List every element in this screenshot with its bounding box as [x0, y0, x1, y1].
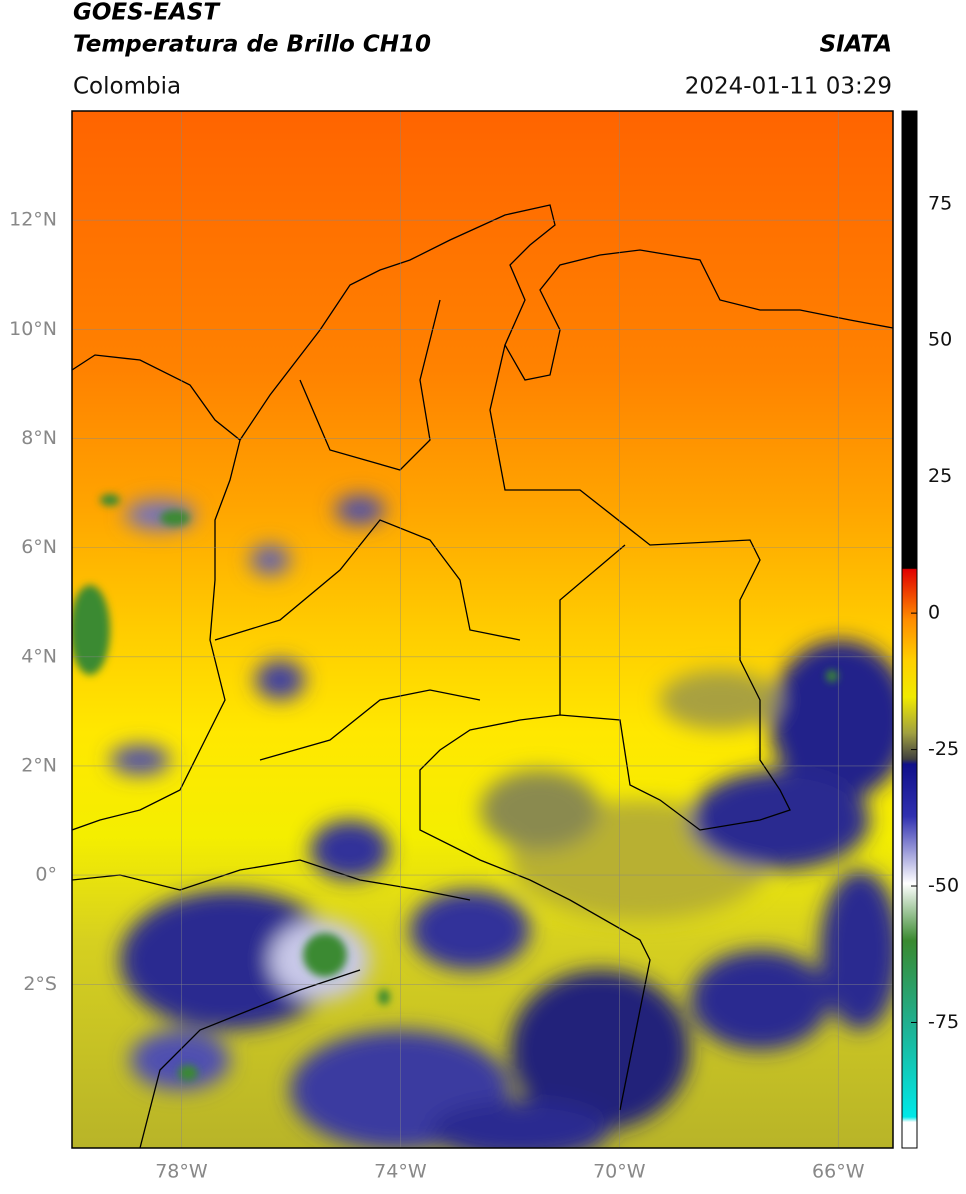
- colorbar-tick-label: 50: [928, 329, 952, 351]
- colorbar-tick-label: -25: [928, 738, 959, 760]
- y-tick-label: 2°S: [23, 973, 57, 995]
- x-tick-label: 70°W: [593, 1161, 646, 1183]
- y-tick-label: 6°N: [21, 536, 57, 558]
- y-tick-label: 2°N: [21, 754, 57, 776]
- title: GOES-EAST: [73, 0, 221, 26]
- subtitle: Temperatura de Brillo CH10: [73, 32, 431, 58]
- colorbar-tick-label: 0: [928, 602, 940, 624]
- colorbar-tick-label: -75: [928, 1011, 959, 1033]
- x-tick-label: 78°W: [155, 1161, 208, 1183]
- source: SIATA: [820, 32, 892, 58]
- timestamp: 2024-01-11 03:29: [685, 74, 892, 100]
- x-tick-label: 66°W: [812, 1161, 865, 1183]
- colorbar-tick-label: 75: [928, 192, 952, 214]
- satellite-image: [72, 111, 893, 1148]
- map-frame: [71, 110, 894, 1149]
- y-tick-label: 0°: [35, 864, 57, 886]
- y-tick-label: 8°N: [21, 427, 57, 449]
- colorbar: [901, 110, 918, 1149]
- y-tick-label: 12°N: [9, 209, 57, 231]
- y-tick-label: 10°N: [9, 318, 57, 340]
- grid: [72, 111, 893, 1148]
- x-tick-label: 74°W: [374, 1161, 427, 1183]
- y-tick-label: 4°N: [21, 645, 57, 667]
- region: Colombia: [73, 74, 181, 100]
- colorbar-tick-label: -50: [928, 875, 959, 897]
- colorbar-tick-label: 25: [928, 465, 952, 487]
